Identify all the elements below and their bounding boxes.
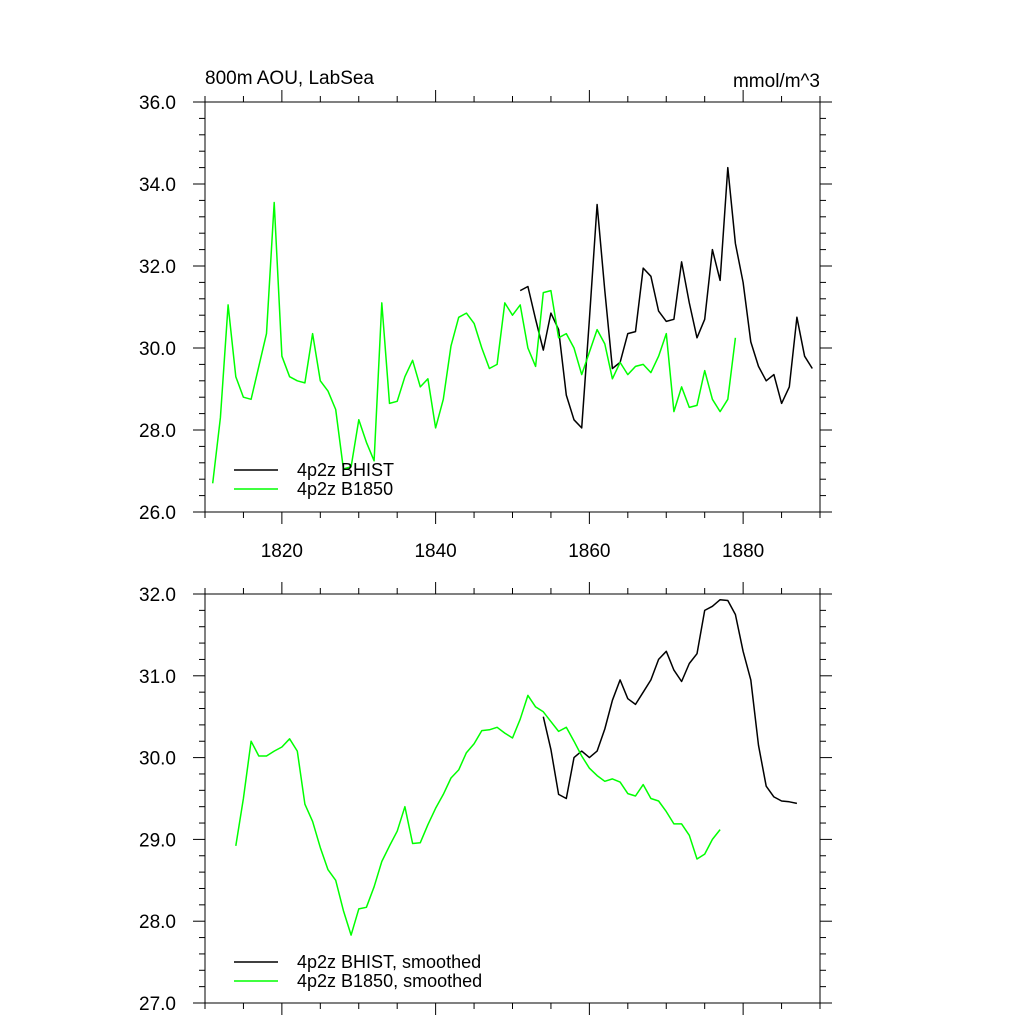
- y-tick-label: 27.0: [139, 994, 176, 1015]
- series-line-bhist: [519, 166, 813, 429]
- x-tick-label: 1820: [261, 541, 303, 562]
- y-tick-label: 26.0: [139, 503, 176, 524]
- y-tick-label: 32.0: [139, 257, 176, 278]
- y-tick-label: 31.0: [139, 667, 176, 688]
- y-tick-label: 28.0: [139, 912, 176, 933]
- legend-label: 4p2z BHIST: [297, 460, 394, 480]
- x-tick-label: 1840: [414, 541, 456, 562]
- chart-title: 800m AOU, LabSea: [205, 68, 374, 89]
- series-line-b1850: [235, 694, 721, 936]
- legend-label: 4p2z B1850: [297, 479, 393, 499]
- y-tick-label: 32.0: [139, 585, 176, 606]
- plot-frame: [204, 101, 821, 513]
- y-tick-label: 36.0: [139, 93, 176, 114]
- plot-frame: [204, 593, 821, 1004]
- legend-label: 4p2z B1850, smoothed: [297, 971, 482, 991]
- y-tick-label: 30.0: [139, 749, 176, 770]
- y-tick-label: 34.0: [139, 175, 176, 196]
- y-tick-label: 30.0: [139, 339, 176, 360]
- top-panel: 800m AOU, LabSea mmol/m^3 1820 1840 1860 18…: [139, 68, 832, 562]
- series-line-b1850: [211, 201, 737, 484]
- bottom-panel: 27.0 28.0 29.0 30.0 31.0 32.0 4p2z BHIST, smoo…: [139, 582, 832, 1015]
- legend-label: 4p2z BHIST, smoothed: [297, 952, 481, 972]
- x-tick-label: 1880: [722, 541, 764, 562]
- y-tick-label: 28.0: [139, 421, 176, 442]
- y-tick-label: 29.0: [139, 830, 176, 851]
- units-label: mmol/m^3: [733, 71, 820, 92]
- series-line-bhist: [542, 598, 798, 805]
- x-tick-label: 1860: [568, 541, 610, 562]
